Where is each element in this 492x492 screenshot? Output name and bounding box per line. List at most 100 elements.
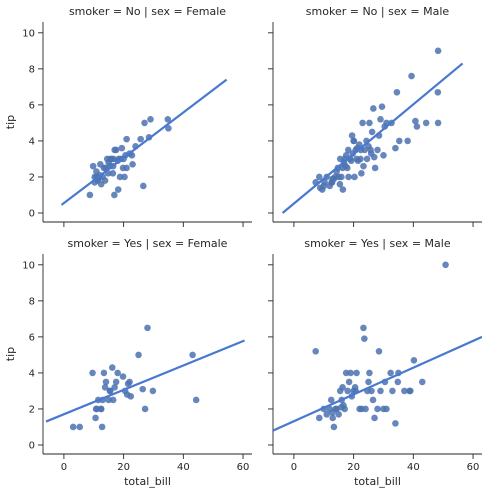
data-point <box>312 347 319 355</box>
data-point <box>119 373 127 380</box>
data-point <box>118 144 126 152</box>
data-point <box>378 103 386 110</box>
data-point <box>129 161 136 168</box>
data-point <box>106 387 114 395</box>
data-point <box>365 378 372 386</box>
data-point <box>401 387 408 395</box>
data-point <box>434 119 442 127</box>
data-point <box>69 423 77 431</box>
regression-line <box>45 339 245 423</box>
data-point <box>323 411 331 418</box>
data-point <box>360 324 367 332</box>
data-point <box>192 396 200 404</box>
y-tick-label: 4 <box>29 368 35 379</box>
panel-title: smoker = Yes | sex = Female <box>68 237 228 250</box>
data-point <box>97 405 105 413</box>
panel-data-layer <box>281 47 464 214</box>
data-point <box>369 396 377 404</box>
facet-panel: smoker = Yes | sex = Male 0 20 40 60 total_bi… <box>268 237 482 488</box>
data-point <box>165 125 172 132</box>
data-point <box>327 396 335 404</box>
facet-panel: smoker = No | sex = Female 0 2 4 6 8 10 tip <box>4 5 252 227</box>
data-point <box>140 182 147 190</box>
data-point <box>98 423 106 431</box>
y-axis-label: tip <box>4 115 17 129</box>
regression-line <box>60 78 228 206</box>
data-point <box>164 115 172 123</box>
x-tick-label: 0 <box>291 462 297 473</box>
data-point <box>149 387 157 395</box>
data-point <box>380 152 387 159</box>
x-axis-label: total_bill <box>354 475 401 488</box>
facet-panel: smoker = Yes | sex = Female 0 2 4 6 8 10 0 20 40 6… <box>4 237 252 488</box>
data-point <box>101 384 109 391</box>
y-tick-label: 0 <box>29 208 35 219</box>
data-point <box>406 387 413 395</box>
x-tick-label: 20 <box>117 462 130 473</box>
y-tick-label: 8 <box>29 64 35 75</box>
y-tick-label: 6 <box>29 332 35 343</box>
data-point <box>374 405 381 413</box>
data-point <box>345 173 352 181</box>
data-point <box>434 47 442 55</box>
data-point <box>315 173 323 181</box>
data-point <box>357 155 364 163</box>
data-point <box>394 378 402 386</box>
data-point <box>111 191 118 199</box>
data-point <box>389 387 396 395</box>
data-point <box>139 385 147 393</box>
data-point <box>351 173 358 181</box>
data-point <box>345 378 353 386</box>
data-point <box>116 173 124 181</box>
data-point <box>361 335 368 342</box>
data-point <box>363 155 371 163</box>
data-point <box>383 405 390 413</box>
data-point <box>123 135 130 143</box>
data-point <box>89 369 96 377</box>
panel-title: smoker = Yes | sex = Male <box>304 237 450 250</box>
data-point <box>339 384 346 391</box>
data-point <box>114 186 122 193</box>
data-point <box>375 347 383 355</box>
data-point <box>76 423 84 431</box>
data-point <box>315 414 323 422</box>
data-point <box>328 179 335 186</box>
data-point <box>412 117 419 125</box>
panel-data-layer <box>273 261 482 432</box>
data-point <box>377 387 384 395</box>
x-tick-label: 60 <box>467 462 480 473</box>
data-point <box>342 162 349 170</box>
data-point <box>422 119 430 127</box>
data-point <box>112 378 120 386</box>
data-point <box>126 378 133 386</box>
x-tick-label: 20 <box>347 462 360 473</box>
data-point <box>418 378 426 386</box>
data-point <box>329 409 336 416</box>
y-tick-label: 10 <box>22 28 35 39</box>
data-point <box>374 146 381 154</box>
data-point <box>114 369 121 377</box>
data-point <box>392 420 399 427</box>
facet-panel: smoker = No | sex = Male <box>268 5 482 227</box>
data-point <box>92 405 100 413</box>
y-tick-label: 10 <box>22 260 35 271</box>
data-point <box>89 162 97 170</box>
data-point <box>141 119 148 127</box>
data-point <box>368 387 375 395</box>
data-point <box>108 364 116 371</box>
data-point <box>360 162 367 170</box>
panel-title: smoker = No | sex = Male <box>306 5 450 18</box>
y-tick-label: 0 <box>29 440 35 451</box>
y-tick-label: 4 <box>29 136 35 147</box>
x-tick-label: 40 <box>177 462 190 473</box>
y-tick-label: 6 <box>29 100 35 111</box>
data-point <box>109 396 117 404</box>
data-point <box>112 146 120 154</box>
panel-data-layer <box>45 324 245 431</box>
data-point <box>97 161 104 168</box>
data-point <box>434 88 442 96</box>
data-point <box>92 414 99 422</box>
data-point <box>395 137 403 145</box>
x-tick-label: 60 <box>237 462 250 473</box>
data-point <box>348 132 356 139</box>
